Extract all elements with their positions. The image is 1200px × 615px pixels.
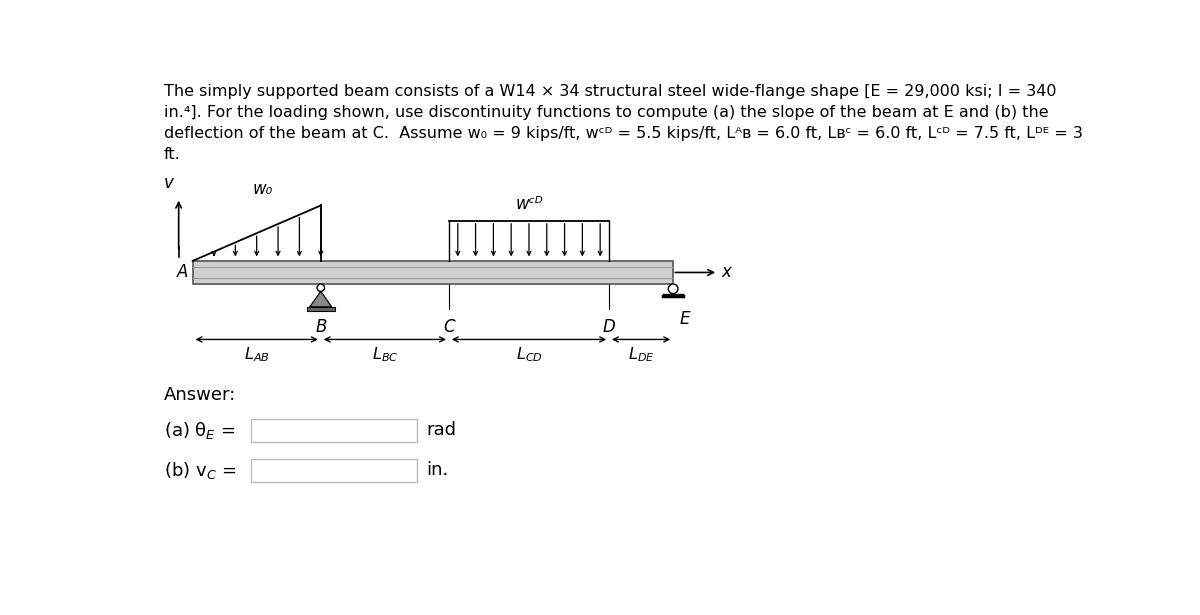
FancyBboxPatch shape bbox=[251, 459, 418, 482]
Polygon shape bbox=[310, 292, 331, 307]
Text: w₀: w₀ bbox=[253, 180, 274, 198]
Bar bbox=[193, 261, 673, 284]
Text: wᶜᴰ: wᶜᴰ bbox=[515, 195, 542, 213]
Text: C: C bbox=[443, 318, 455, 336]
Text: L$_{BC}$: L$_{BC}$ bbox=[372, 345, 398, 363]
Text: (a) θ$_E$ =: (a) θ$_E$ = bbox=[164, 420, 235, 441]
Bar bbox=[307, 307, 335, 311]
Text: L$_{AB}$: L$_{AB}$ bbox=[244, 345, 270, 363]
Text: L$_{CD}$: L$_{CD}$ bbox=[516, 345, 542, 363]
Circle shape bbox=[317, 284, 324, 292]
Text: D: D bbox=[602, 318, 616, 336]
Text: (b) v$_C$ =: (b) v$_C$ = bbox=[164, 460, 236, 481]
Text: L$_{DE}$: L$_{DE}$ bbox=[628, 345, 654, 363]
Text: E: E bbox=[679, 310, 690, 328]
Text: x: x bbox=[721, 263, 731, 282]
Circle shape bbox=[668, 284, 678, 293]
Text: B: B bbox=[316, 318, 326, 336]
Text: rad: rad bbox=[427, 421, 457, 439]
FancyBboxPatch shape bbox=[251, 419, 418, 442]
Text: v: v bbox=[164, 173, 174, 192]
Text: A: A bbox=[178, 263, 188, 282]
Text: Answer:: Answer: bbox=[164, 386, 236, 403]
Text: in.: in. bbox=[427, 461, 449, 479]
Text: The simply supported beam consists of a W14 × 34 structural steel wide-flange sh: The simply supported beam consists of a … bbox=[164, 84, 1082, 162]
